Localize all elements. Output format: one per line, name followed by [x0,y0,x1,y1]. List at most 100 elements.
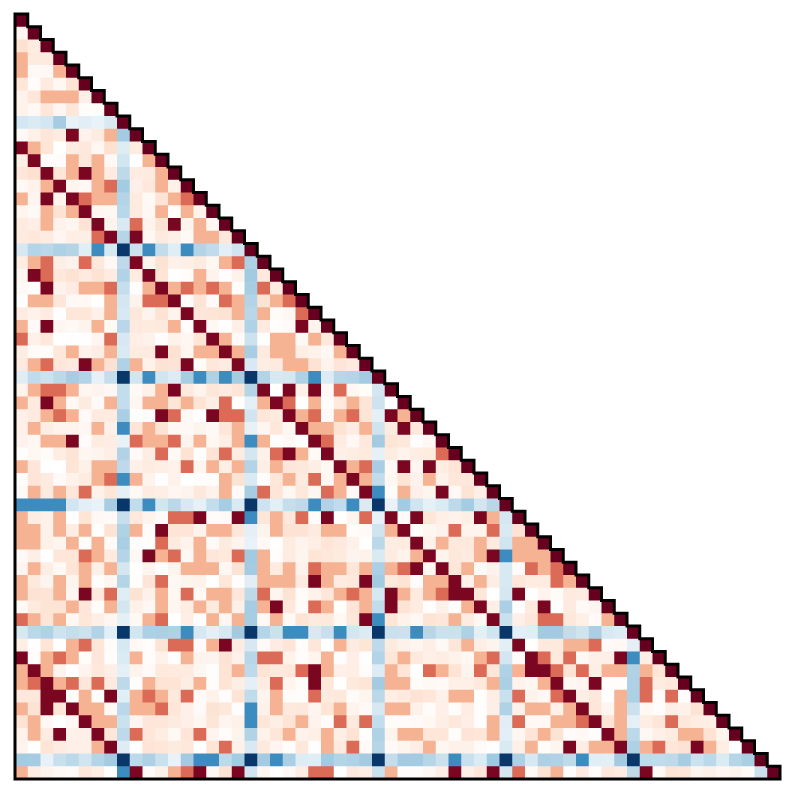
heatmap-cell [129,434,143,448]
heatmap-cell [219,383,233,397]
heatmap-cell [78,600,92,614]
heatmap-cell [359,358,373,372]
heatmap-cell [435,715,449,729]
heatmap-cell [66,498,80,512]
heatmap-cell [168,511,182,525]
heatmap-cell [384,677,398,691]
heatmap-cell [40,422,54,436]
heatmap-cell [53,345,67,359]
heatmap-cell [244,562,258,576]
heatmap-cell [525,740,539,754]
heatmap-cell [117,447,131,461]
heatmap-cell [40,230,54,244]
heatmap-cell [435,549,449,563]
heatmap-cell [448,473,462,487]
heatmap-cell [15,511,29,525]
heatmap-cell [295,753,309,767]
heatmap-cell [512,600,526,614]
heatmap-cell [180,230,194,244]
heatmap-cell [15,39,29,53]
heatmap-cell [397,524,411,538]
heatmap-cell [168,256,182,270]
heatmap-cell [474,740,488,754]
heatmap-cell [53,587,67,601]
heatmap-cell [117,549,131,563]
heatmap-cell [639,715,653,729]
heatmap-cell [486,511,500,525]
heatmap-cell [627,728,641,742]
heatmap-cell [244,677,258,691]
heatmap-cell [27,383,41,397]
heatmap-cell [206,230,220,244]
heatmap-cell [397,396,411,410]
heatmap-cell [461,498,475,512]
heatmap-cell [244,715,258,729]
heatmap-cell [282,358,296,372]
heatmap-cell [27,422,41,436]
heatmap-cell [219,536,233,550]
heatmap-cell [155,562,169,576]
heatmap-cell [346,562,360,576]
heatmap-cell [499,689,513,703]
heatmap-cell [703,740,717,754]
heatmap-cell [346,460,360,474]
heatmap-cell [142,205,156,219]
heatmap-cell [40,320,54,334]
heatmap-cell [27,218,41,232]
heatmap-cell [486,613,500,627]
heatmap-cell [78,626,92,640]
heatmap-cell [499,651,513,665]
heatmap-cell [180,409,194,423]
heatmap-cell [410,638,424,652]
heatmap-cell [346,766,360,780]
heatmap-cell [295,332,309,346]
heatmap-cell [359,434,373,448]
heatmap-cell [117,358,131,372]
heatmap-cell [308,396,322,410]
heatmap-cell [372,766,386,780]
heatmap-cell [168,626,182,640]
heatmap-cell [142,689,156,703]
heatmap-cell [53,256,67,270]
heatmap-cell [665,677,679,691]
heatmap-cell [15,575,29,589]
heatmap-cell [66,243,80,257]
heatmap-cell [117,702,131,716]
heatmap-cell [308,715,322,729]
heatmap-cell [461,511,475,525]
heatmap-cell [66,154,80,168]
heatmap-cell [155,358,169,372]
heatmap-cell [180,536,194,550]
heatmap-cell [448,651,462,665]
heatmap-cell [155,536,169,550]
heatmap-cell [40,434,54,448]
heatmap-cell [40,154,54,168]
heatmap-cell [117,626,131,640]
heatmap-cell [180,651,194,665]
heatmap-cell [563,664,577,678]
heatmap-cell [104,230,118,244]
heatmap-cell [461,638,475,652]
heatmap-cell [359,689,373,703]
heatmap-cell [27,702,41,716]
heatmap-cell [550,702,564,716]
heatmap-cell [66,128,80,142]
heatmap-cell [219,498,233,512]
heatmap-cell [219,320,233,334]
heatmap-cell [91,485,105,499]
heatmap-cell [474,638,488,652]
heatmap-cell [244,345,258,359]
heatmap-cell [321,498,335,512]
heatmap-cell [168,281,182,295]
heatmap-cell [129,600,143,614]
heatmap-cell [53,702,67,716]
heatmap-cell [282,332,296,346]
heatmap-cell [168,434,182,448]
heatmap-cell [206,766,220,780]
heatmap-cell [397,664,411,678]
heatmap-cell [180,460,194,474]
heatmap-cell [117,371,131,385]
heatmap-cell [257,613,271,627]
heatmap-cell [53,218,67,232]
heatmap-cell [486,549,500,563]
